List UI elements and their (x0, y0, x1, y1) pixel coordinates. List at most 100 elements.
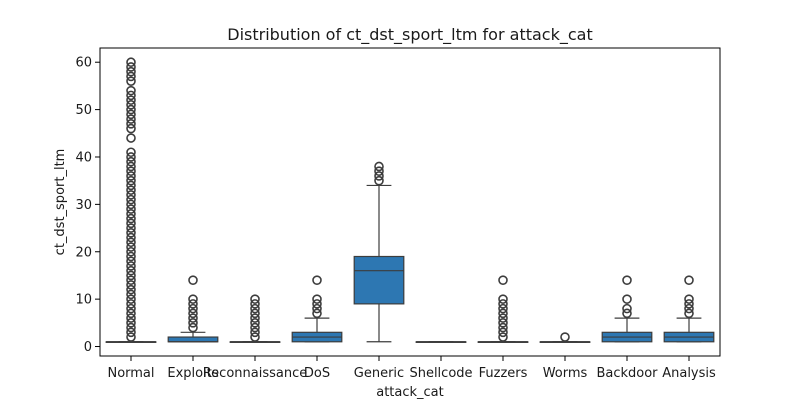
outlier-point (126, 114, 136, 124)
x-axis-label: attack_cat (376, 385, 444, 400)
outlier-point (126, 299, 136, 309)
outlier-point (622, 308, 632, 319)
box-fuzzers (477, 275, 529, 343)
outlier-point (126, 109, 136, 120)
outlier-point (126, 194, 136, 205)
outlier-point (126, 66, 136, 77)
outlier-point (126, 265, 136, 276)
outlier-point (622, 275, 632, 285)
outlier-point (312, 294, 322, 304)
outlier-point (126, 246, 136, 257)
outlier-point (126, 76, 136, 86)
outlier-point (126, 275, 136, 285)
outlier-point (250, 322, 260, 333)
outlier-point (188, 313, 198, 323)
outlier-point (250, 294, 260, 304)
outlier-point (684, 294, 694, 304)
outlier-point (374, 171, 384, 181)
outlier-point (684, 303, 694, 314)
box-worms (539, 332, 591, 343)
outlier-point (126, 85, 136, 96)
outlier-point (126, 242, 136, 252)
y-tick-label: 40 (75, 150, 92, 165)
outlier-point (498, 303, 508, 314)
outlier-point (126, 147, 136, 158)
outlier-point (126, 199, 136, 210)
outlier-point (374, 166, 384, 176)
outlier-point (126, 152, 136, 162)
outlier-point (126, 209, 136, 219)
box-reconnaissance (229, 294, 281, 343)
outlier-point (374, 161, 384, 172)
outlier-point (126, 289, 136, 300)
outlier-point (498, 308, 508, 319)
box-backdoor (601, 275, 653, 343)
outlier-point (498, 327, 508, 338)
outlier-point (188, 308, 198, 319)
outlier-point (126, 62, 136, 72)
outlier-point (126, 270, 136, 281)
x-tick-label: Backdoor (596, 366, 658, 381)
outlier-point (126, 313, 136, 323)
outlier-point (684, 299, 694, 309)
outlier-point (126, 100, 136, 110)
outlier-point (126, 90, 136, 101)
outlier-point (250, 318, 260, 328)
outlier-point (126, 119, 136, 129)
outlier-point (498, 313, 508, 323)
outlier-point (250, 332, 260, 342)
outlier-point (250, 299, 260, 309)
outlier-point (622, 294, 632, 304)
outlier-point (126, 156, 136, 167)
outlier-point (126, 218, 136, 229)
outlier-point (126, 284, 136, 295)
outlier-point (498, 294, 508, 304)
outlier-point (498, 275, 508, 285)
outlier-point (126, 308, 136, 319)
outlier-point (126, 237, 136, 248)
outlier-point (126, 213, 136, 224)
outlier-point (126, 104, 136, 115)
outlier-point (498, 332, 508, 342)
outlier-point (126, 256, 136, 267)
outlier-point (126, 175, 136, 186)
outlier-point (126, 133, 136, 143)
outlier-point (188, 303, 198, 314)
x-tick-label: Normal (107, 366, 154, 381)
outlier-point (126, 123, 136, 134)
outlier-point (250, 313, 260, 323)
outlier-point (126, 71, 136, 82)
y-tick-label: 30 (75, 198, 92, 213)
x-tick-label: Analysis (662, 366, 716, 381)
outlier-point (126, 232, 136, 243)
y-tick-label: 60 (75, 56, 92, 71)
y-tick-label: 10 (75, 293, 92, 308)
box-generic (353, 161, 405, 343)
outlier-point (684, 308, 694, 319)
y-axis: 0 10 20 30 40 50 60 (75, 56, 100, 355)
y-axis-label: ct_dst_sport_ltm (53, 149, 68, 256)
outlier-point (126, 57, 136, 68)
x-tick-label: Fuzzers (479, 366, 528, 381)
outlier-point (126, 228, 136, 238)
outlier-point (126, 332, 136, 342)
outlier-point (374, 175, 384, 186)
iqr-box (167, 336, 219, 343)
plot-marks (105, 57, 715, 343)
outlier-point (126, 280, 136, 290)
outlier-point (312, 299, 322, 309)
box-dos (291, 275, 343, 343)
x-tick-label: Generic (354, 366, 404, 381)
outlier-point (250, 308, 260, 319)
outlier-point (188, 299, 198, 309)
outlier-point (188, 294, 198, 304)
x-tick-label: Worms (543, 366, 588, 381)
box-analysis (663, 275, 715, 343)
outlier-point (498, 322, 508, 333)
outlier-point (126, 180, 136, 191)
chart-title: Distribution of ct_dst_sport_ltm for att… (227, 25, 592, 45)
outlier-point (560, 332, 570, 342)
outlier-point (126, 204, 136, 214)
outlier-point (126, 251, 136, 262)
